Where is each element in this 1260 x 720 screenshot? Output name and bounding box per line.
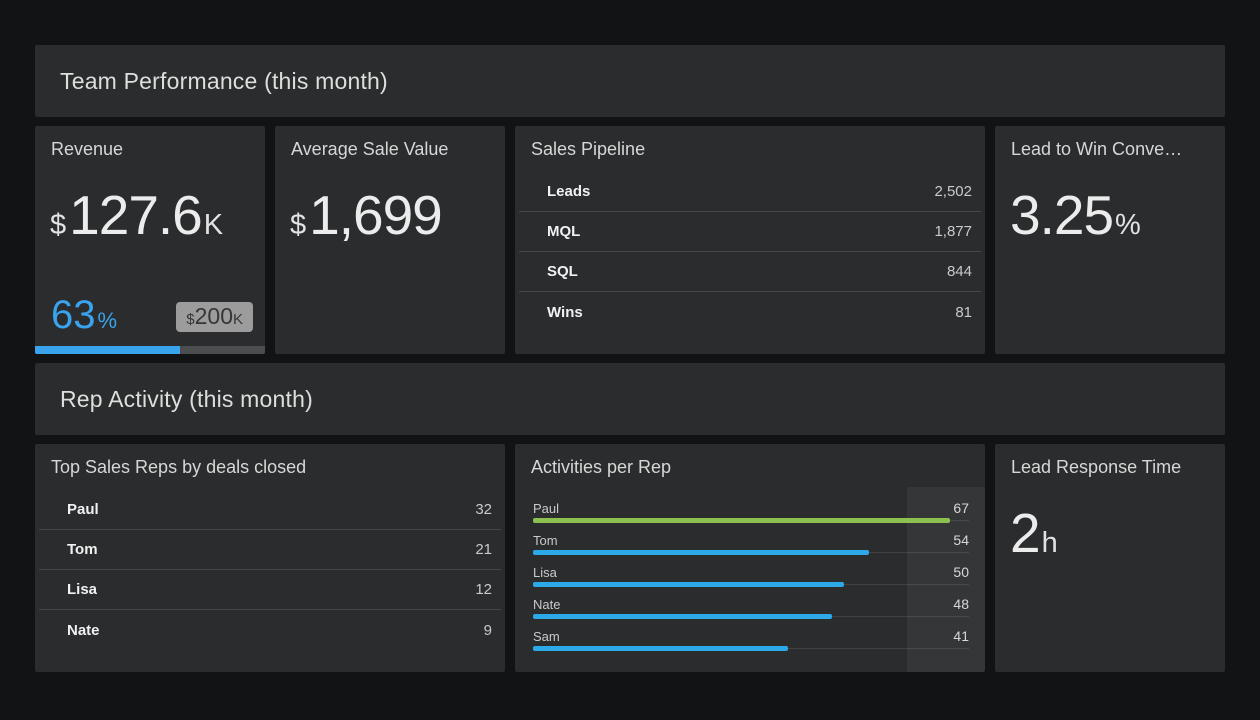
- goal-unit-suffix: K: [233, 312, 243, 327]
- bar-track: [533, 646, 969, 651]
- bar-value-label: 54: [953, 532, 969, 548]
- bar-category-label: Tom: [533, 533, 558, 548]
- bar-fill: [533, 646, 788, 651]
- goal-progress-percent: 63 %: [51, 295, 117, 335]
- leaderboard-row-label: Lisa: [67, 581, 97, 598]
- card-title: Sales Pipeline: [531, 139, 971, 160]
- card-title: Lead to Win Conve…: [1011, 139, 1211, 160]
- leaderboard-row: MQL 1,877: [519, 212, 981, 252]
- leaderboard-row: SQL 844: [519, 252, 981, 292]
- bar-row-header: Sam 41: [533, 627, 969, 645]
- bar-track: [533, 550, 969, 555]
- bar-value-label: 67: [953, 500, 969, 516]
- lead-response-time-value: 2 h: [1010, 506, 1058, 561]
- bar-row-header: Nate 48: [533, 595, 969, 613]
- leaderboard-row-label: Leads: [547, 183, 590, 200]
- leaderboard-row-value: 81: [955, 304, 972, 321]
- kpi-number: 127.6: [69, 188, 202, 243]
- leaderboard-row-value: 2,502: [934, 183, 972, 200]
- card-average-sale-value: Average Sale Value $ 1,699: [275, 126, 505, 354]
- bar-category-label: Lisa: [533, 565, 557, 580]
- section-title: Rep Activity (this month): [60, 386, 313, 413]
- bar-category-label: Sam: [533, 629, 560, 644]
- leaderboard-row-value: 21: [475, 541, 492, 558]
- goal-value: 200: [195, 305, 233, 328]
- currency-prefix: $: [290, 211, 306, 240]
- leaderboard-row: Leads 2,502: [519, 172, 981, 212]
- card-title: Activities per Rep: [531, 457, 971, 478]
- card-lead-response-time: Lead Response Time 2 h: [995, 444, 1225, 672]
- revenue-progress-footer: 63 % $ 200 K: [51, 295, 253, 335]
- bar-row-header: Paul 67: [533, 499, 969, 517]
- leaderboard-row: Tom 21: [39, 530, 501, 570]
- leaderboard-row-value: 12: [475, 581, 492, 598]
- leaderboard-row: Paul 32: [39, 490, 501, 530]
- leaderboard-row: Nate 9: [39, 610, 501, 650]
- average-sale-value: $ 1,699: [290, 188, 442, 243]
- card-sales-pipeline: Sales Pipeline Leads 2,502 MQL 1,877 SQL 844 W…: [515, 126, 985, 354]
- bar-value-label: 41: [953, 628, 969, 644]
- bar-value-label: 48: [953, 596, 969, 612]
- unit-suffix: %: [1115, 211, 1141, 240]
- percent-sign: %: [98, 310, 118, 332]
- card-lead-to-win-conversion: Lead to Win Conve… 3.25 %: [995, 126, 1225, 354]
- sales-pipeline-rows: Leads 2,502 MQL 1,877 SQL 844 Wins 81: [519, 172, 981, 332]
- goal-currency-prefix: $: [186, 312, 194, 327]
- activities-bar-chart: Paul 67 Tom 54 Lisa 50 Nate 48 Sam 41: [533, 499, 969, 659]
- currency-prefix: $: [50, 211, 66, 240]
- bar-track: [533, 614, 969, 619]
- card-top-sales-reps: Top Sales Reps by deals closed Paul 32 Tom…: [35, 444, 505, 672]
- bar-row-header: Lisa 50: [533, 563, 969, 581]
- leaderboard-row-value: 844: [947, 263, 972, 280]
- bar-fill: [533, 518, 950, 523]
- leaderboard-row-value: 1,877: [934, 223, 972, 240]
- leaderboard-row: Lisa 12: [39, 570, 501, 610]
- leaderboard-row-label: Tom: [67, 541, 98, 558]
- leaderboard-row-label: Paul: [67, 501, 99, 518]
- bar-track: [533, 582, 969, 587]
- card-title: Revenue: [51, 139, 251, 160]
- bar-chart-row: Paul 67: [533, 499, 969, 531]
- bar-fill: [533, 614, 832, 619]
- bar-chart-row: Nate 48: [533, 595, 969, 627]
- card-title: Lead Response Time: [1011, 457, 1211, 478]
- card-title: Top Sales Reps by deals closed: [51, 457, 491, 478]
- revenue-value: $ 127.6 K: [50, 188, 223, 243]
- section-header-rep-activity: Rep Activity (this month): [35, 363, 1225, 435]
- bar-row-header: Tom 54: [533, 531, 969, 549]
- bar-category-label: Paul: [533, 501, 559, 516]
- unit-suffix: h: [1042, 529, 1058, 558]
- section-header-team-performance: Team Performance (this month): [35, 45, 1225, 117]
- leaderboard-row-label: SQL: [547, 263, 578, 280]
- unit-suffix: K: [204, 211, 223, 240]
- bar-chart-row: Sam 41: [533, 627, 969, 659]
- bar-chart-row: Lisa 50: [533, 563, 969, 595]
- leaderboard-row-label: Nate: [67, 622, 100, 639]
- bar-chart-row: Tom 54: [533, 531, 969, 563]
- leaderboard-row: Wins 81: [519, 292, 981, 332]
- kpi-number: 3.25: [1010, 188, 1113, 243]
- goal-progress-bar-fill: [35, 346, 180, 354]
- bar-track: [533, 518, 969, 523]
- goal-progress-bar-track: [35, 346, 265, 354]
- card-activities-per-rep: Activities per Rep Paul 67 Tom 54 Lisa 50 Nate…: [515, 444, 985, 672]
- lead-to-win-value: 3.25 %: [1010, 188, 1141, 243]
- leaderboard-row-value: 9: [484, 622, 492, 639]
- kpi-number: 1,699: [309, 188, 442, 243]
- bar-category-label: Nate: [533, 597, 560, 612]
- leaderboard-row-value: 32: [475, 501, 492, 518]
- section-title: Team Performance (this month): [60, 68, 388, 95]
- top-sales-reps-rows: Paul 32 Tom 21 Lisa 12 Nate 9: [39, 490, 501, 650]
- leaderboard-row-label: Wins: [547, 304, 583, 321]
- bar-value-label: 50: [953, 564, 969, 580]
- kpi-number: 2: [1010, 506, 1040, 561]
- leaderboard-row-label: MQL: [547, 223, 580, 240]
- goal-badge: $ 200 K: [176, 302, 253, 332]
- dashboard-board: Team Performance (this month) Revenue $ …: [35, 45, 1225, 672]
- bar-fill: [533, 582, 844, 587]
- card-title: Average Sale Value: [291, 139, 491, 160]
- card-revenue: Revenue $ 127.6 K 63 % $ 200 K: [35, 126, 265, 354]
- bar-fill: [533, 550, 869, 555]
